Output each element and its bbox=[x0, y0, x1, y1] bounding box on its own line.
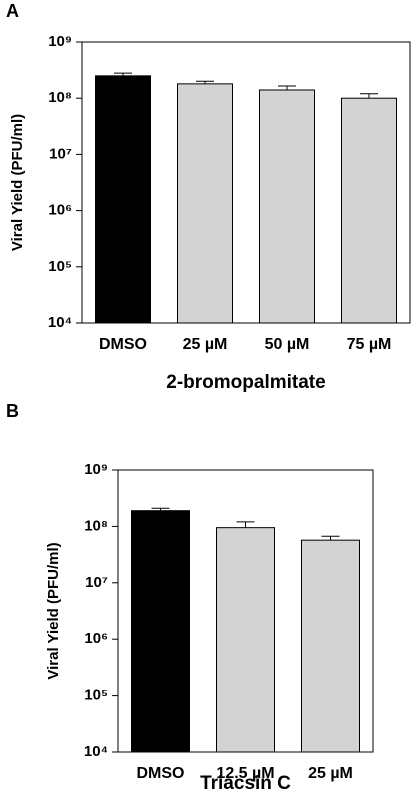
x-tick-label: DMSO bbox=[137, 765, 185, 782]
y-tick-label: 10⁴ bbox=[84, 743, 108, 760]
x-tick-label: DMSO bbox=[99, 336, 147, 353]
x-axis-label: 2-bromopalmitate bbox=[166, 372, 325, 393]
y-tick-label: 10⁴ bbox=[48, 314, 72, 331]
bar bbox=[177, 83, 233, 324]
y-tick-label: 10⁷ bbox=[49, 145, 72, 162]
x-tick-label: 25 µM bbox=[183, 336, 228, 353]
bar bbox=[301, 539, 360, 753]
x-tick-label: 12.5 µM bbox=[216, 765, 274, 782]
y-tick-label: 10⁵ bbox=[48, 258, 72, 275]
panel-label: A bbox=[6, 1, 19, 21]
y-axis-label: Viral Yield (PFU/ml) bbox=[9, 114, 26, 251]
bar bbox=[131, 510, 190, 753]
y-tick-label: 10⁶ bbox=[84, 630, 108, 647]
bar bbox=[95, 75, 151, 324]
x-tick-label: 50 µM bbox=[265, 336, 310, 353]
y-tick-label: 10⁸ bbox=[48, 89, 72, 106]
y-tick-label: 10⁹ bbox=[84, 461, 108, 478]
bar bbox=[259, 89, 315, 324]
y-tick-label: 10⁵ bbox=[84, 687, 108, 704]
plot-frame bbox=[81, 41, 411, 324]
panel-label: B bbox=[6, 401, 19, 421]
bar bbox=[341, 97, 397, 324]
y-tick-label: 10⁹ bbox=[48, 33, 72, 50]
y-tick-label: 10⁸ bbox=[84, 517, 108, 534]
x-tick-label: 25 µM bbox=[308, 765, 353, 782]
y-tick-label: 10⁶ bbox=[48, 202, 72, 219]
x-tick-label: 75 µM bbox=[347, 336, 392, 353]
bar bbox=[216, 527, 275, 753]
y-axis-label: Viral Yield (PFU/ml) bbox=[45, 542, 62, 679]
y-tick-label: 10⁷ bbox=[85, 574, 108, 591]
x-axis-label: Triacsin C bbox=[200, 773, 291, 794]
